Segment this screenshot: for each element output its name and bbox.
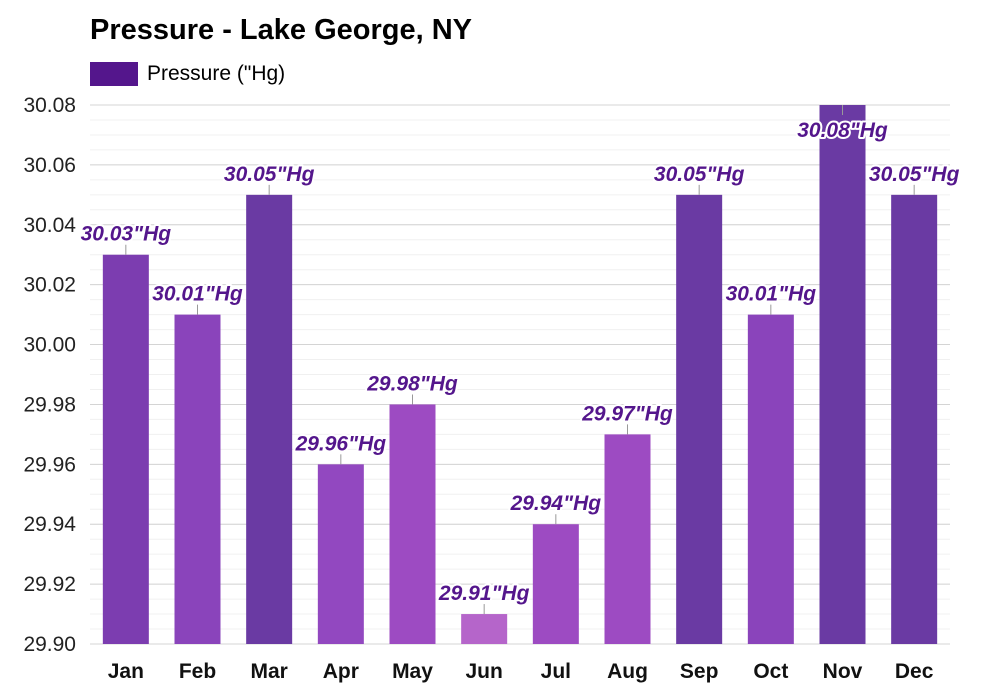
data-label: 30.01"Hg bbox=[726, 283, 817, 306]
y-tick-label: 29.90 bbox=[23, 633, 76, 656]
x-tick-label: May bbox=[392, 660, 433, 683]
x-tick-label: Jan bbox=[108, 660, 144, 683]
x-tick-label: Mar bbox=[250, 660, 287, 683]
y-tick-label: 30.06 bbox=[23, 154, 76, 177]
y-tick-label: 29.96 bbox=[23, 453, 76, 476]
legend-swatch bbox=[90, 62, 138, 86]
bar bbox=[819, 105, 866, 644]
y-tick-label: 30.08 bbox=[23, 94, 76, 117]
y-tick-label: 30.04 bbox=[23, 214, 76, 237]
y-tick-label: 30.02 bbox=[23, 274, 76, 297]
legend: Pressure ("Hg) bbox=[90, 62, 285, 86]
bar bbox=[532, 524, 579, 644]
x-tick-label: Dec bbox=[895, 660, 934, 683]
bar bbox=[317, 464, 364, 644]
x-tick-label: Feb bbox=[179, 660, 216, 683]
data-label: 30.08"Hg bbox=[797, 119, 888, 142]
data-label: 30.03"Hg bbox=[81, 223, 172, 246]
data-label: 29.97"Hg bbox=[581, 402, 673, 425]
legend-label: Pressure ("Hg) bbox=[147, 62, 286, 85]
x-tick-label: Jul bbox=[541, 660, 571, 683]
bar bbox=[891, 194, 938, 645]
data-label: 29.96"Hg bbox=[295, 432, 387, 455]
y-tick-label: 29.92 bbox=[23, 573, 76, 596]
data-label: 30.01"Hg bbox=[152, 283, 243, 306]
data-label: 30.05"Hg bbox=[224, 163, 315, 186]
data-label: 29.98"Hg bbox=[366, 372, 458, 395]
data-label: 29.91"Hg bbox=[438, 582, 530, 605]
chart-title: Pressure - Lake George, NY bbox=[90, 14, 472, 46]
x-tick-label: Nov bbox=[823, 660, 863, 683]
x-tick-label: Aug bbox=[607, 660, 648, 683]
bar bbox=[461, 614, 508, 644]
x-tick-label: Apr bbox=[323, 660, 359, 683]
bar bbox=[676, 194, 723, 645]
data-label: 30.05"Hg bbox=[654, 163, 745, 186]
bar bbox=[747, 314, 794, 644]
bar bbox=[604, 434, 651, 644]
bar bbox=[102, 254, 149, 644]
bar bbox=[389, 404, 436, 644]
x-tick-label: Sep bbox=[680, 660, 719, 683]
x-tick-label: Oct bbox=[753, 660, 788, 683]
bar bbox=[246, 194, 293, 645]
x-tick-label: Jun bbox=[465, 660, 502, 683]
y-tick-label: 29.98 bbox=[23, 393, 76, 416]
y-tick-label: 29.94 bbox=[23, 513, 76, 536]
y-tick-label: 30.00 bbox=[23, 334, 76, 357]
data-label: 29.94"Hg bbox=[510, 492, 602, 515]
bar bbox=[174, 314, 221, 644]
data-label: 30.05"Hg bbox=[869, 163, 960, 186]
